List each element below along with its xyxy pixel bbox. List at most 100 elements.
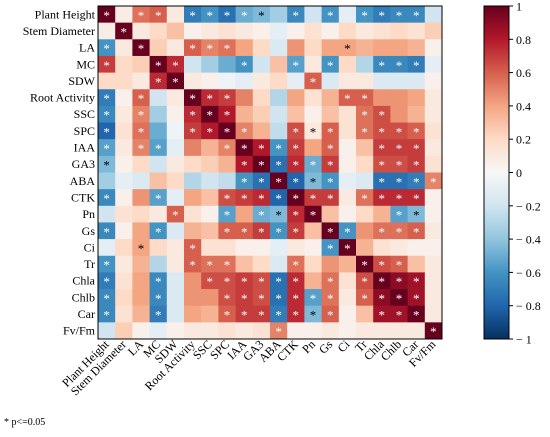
significance-mark: * [121,24,128,39]
heatmap-cell-stem-diameter-gs [321,22,340,40]
significance-mark: * [103,191,110,206]
significance-mark: * [224,291,231,306]
heatmap-cell-tr-sdw [166,255,185,273]
significance-mark: * [396,141,403,156]
significance-mark: * [224,224,231,239]
heatmap-cell-root-activity-plant-height [98,89,116,107]
row-label-spc: SPC [74,124,95,138]
heatmap-cell-fv-fm-car [407,322,426,340]
heatmap-cell-pn-pn [304,205,322,223]
heatmap-cell-sdw-root-activity [184,72,202,90]
heatmap-cell-ssc-ci [338,105,357,123]
heatmap-cell-la-chla [373,39,391,57]
heatmap-cell-spc-chlb [390,122,408,140]
significance-mark: * [103,291,110,306]
heatmap-cell-sdw-stem-diameter [115,72,133,90]
significance-mark: * [207,108,214,123]
significance-mark: * [327,274,334,289]
heatmap-cell-car-plant-height [98,305,116,323]
heatmap-cell-stem-diameter-iaa [235,22,254,40]
heatmap-cell-la-sdw [166,39,185,57]
heatmap-cell-car-la [132,305,150,323]
significance-mark: * [224,274,231,289]
heatmap-cell-chla-gs [321,272,340,290]
heatmap-cell-ga3-ctk [287,155,305,173]
heatmap-cell-ctk-chla [373,189,391,207]
heatmap-cell-spc-ci [338,122,357,140]
heatmap-cell-chlb-stem-diameter [115,289,133,307]
heatmap-cell-tr-fv-fm [424,255,443,273]
heatmap-cell-root-activity-chla [373,89,391,107]
significance-mark: * [293,208,300,223]
significance-mark: * [241,158,248,173]
significance-mark: * [224,208,231,223]
significance-mark: * [103,274,110,289]
significance-mark: * [327,58,334,73]
heatmap-cell-chlb-car [407,289,426,307]
significance-mark: * [189,41,196,56]
colorbar-tick-label: 0.8 [516,33,531,47]
heatmap-cell-iaa-fv-fm [424,139,443,157]
row-label-mc: MC [76,57,95,71]
heatmap-cell-stem-diameter-la [132,22,150,40]
significance-mark: * [258,291,265,306]
significance-mark: * [103,224,110,239]
colorbar-tick-label: − 0.4 [516,233,541,247]
heatmap-cell-gs-fv-fm [424,222,443,240]
heatmap-cell-sdw-spc [218,72,236,90]
heatmap-cell-root-activity-chlb [390,89,408,107]
heatmap-cell-gs-ssc [201,222,219,240]
significance-mark: * [155,274,162,289]
significance-mark: * [344,224,351,239]
significance-mark: * [103,91,110,106]
heatmap-cell-sdw-iaa [235,72,254,90]
heatmap-cell-stem-diameter-root-activity [184,22,202,40]
heatmap-cell-aba-fv-fm [424,172,443,190]
heatmap-cell-chlb-fv-fm [424,289,443,307]
heatmap-cell-iaa-ci [338,139,357,157]
significance-mark: * [189,124,196,139]
row-label-fv-fm: Fv/Fm [63,324,96,338]
significance-mark: * [327,241,334,256]
significance-mark: * [189,258,196,273]
row-label-stem-diameter: Stem Diameter [23,24,95,38]
significance-mark: * [396,208,403,223]
heatmap-cell-ga3-ci [338,155,357,173]
heatmap-cell-plant-height-chlb [390,6,408,24]
significance-mark: * [344,241,351,256]
heatmap-cell-gs-car [407,222,426,240]
heatmap-cell-pn-chlb [390,205,408,223]
heatmap-cell-sdw-ga3 [252,72,271,90]
heatmap-cell-plant-height-chla [373,6,391,24]
heatmap-cell-sdw-sdw [166,72,185,90]
significance-mark: * [241,224,248,239]
significance-mark: * [361,108,368,123]
heatmap-cell-chlb-chlb [390,289,408,307]
heatmap-cell-root-activity-car [407,89,426,107]
heatmap-cell-ssc-la [132,105,150,123]
heatmap-cell-plant-height-gs [321,6,340,24]
heatmap-cell-root-activity-ssc [201,89,219,107]
significance-mark: * [327,191,334,206]
significance-mark: * [189,8,196,23]
significance-mark: * [379,274,386,289]
significance-mark: * [241,291,248,306]
significance-mark: * [207,41,214,56]
heatmap-cell-pn-la [132,205,150,223]
significance-mark: * [224,124,231,139]
significance-mark: * [293,124,300,139]
significance-mark: * [103,124,110,139]
heatmap-cell-gs-chlb [390,222,408,240]
heatmap-cell-sdw-fv-fm [424,72,443,90]
heatmap-cell-ctk-ci [338,189,357,207]
significance-mark: * [224,41,231,56]
heatmap-cell-ctk-fv-fm [424,189,443,207]
heatmap-cell-chla-aba [270,272,288,290]
heatmap-cell-la-plant-height [98,39,116,57]
heatmap-cell-la-spc [218,39,236,57]
significance-mark: * [379,158,386,173]
significance-mark: * [361,124,368,139]
colorbar-ticks: 1 0.8 0.6 0.4 0.2 0 − 0.2 − 0.4 − 0.6 − 0.8 − 1 [509,0,541,347]
row-label-gs: Gs [82,224,96,238]
